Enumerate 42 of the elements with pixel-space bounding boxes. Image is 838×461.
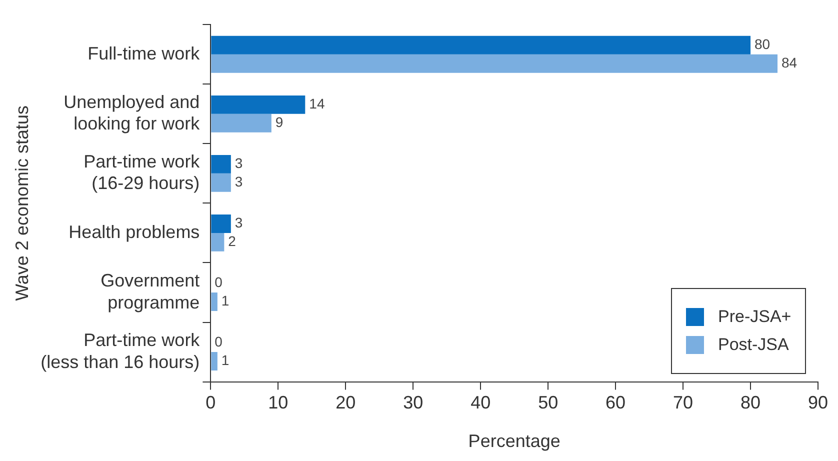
y-tick-label: Part-time work (less than 16 hours) (40, 330, 201, 372)
bar (211, 36, 751, 54)
x-tick-label: 0 (206, 392, 216, 413)
data-label: 9 (275, 114, 284, 130)
x-tick-label: 30 (403, 392, 424, 413)
x-tick-label: 90 (808, 392, 828, 413)
x-tick-label: 50 (538, 392, 558, 413)
data-label: 3 (234, 174, 243, 190)
data-label: 0 (214, 334, 223, 350)
bar (211, 352, 218, 370)
y-tick-label: Full-time work (88, 43, 201, 64)
y-tick-label: Unemployed and looking for work (64, 92, 201, 134)
data-label: 1 (221, 292, 230, 309)
legend-label: Post-JSA (718, 334, 789, 355)
bar (211, 173, 231, 192)
x-axis-title: Percentage (468, 431, 560, 452)
data-label: 2 (228, 233, 236, 250)
x-tick-label: 70 (673, 392, 694, 413)
data-label: 3 (234, 214, 243, 231)
x-tick-label: 20 (336, 392, 356, 413)
legend-label: Pre-JSA+ (718, 306, 792, 327)
data-label: 14 (309, 96, 325, 112)
data-label: 0 (214, 274, 223, 290)
data-label: 3 (234, 155, 243, 172)
bar (211, 54, 778, 73)
bar (211, 114, 272, 132)
y-tick-label: Part-time work (16-29 hours) (84, 152, 201, 194)
y-axis-title: Wave 2 economic status (12, 105, 32, 301)
x-tick-label: 60 (606, 392, 626, 413)
x-tick-label: 40 (470, 392, 491, 413)
x-tick-label: 80 (740, 392, 761, 413)
data-label: 84 (782, 54, 798, 70)
bar (211, 232, 224, 252)
bar (211, 292, 218, 311)
data-label: 1 (221, 352, 230, 368)
bar (211, 95, 306, 114)
data-label: 80 (754, 36, 770, 52)
x-tick-label: 10 (268, 392, 288, 413)
bar (211, 214, 231, 233)
y-tick-label: Government programme (100, 270, 200, 312)
y-tick-label: Health problems (68, 222, 200, 242)
bar (211, 154, 231, 174)
